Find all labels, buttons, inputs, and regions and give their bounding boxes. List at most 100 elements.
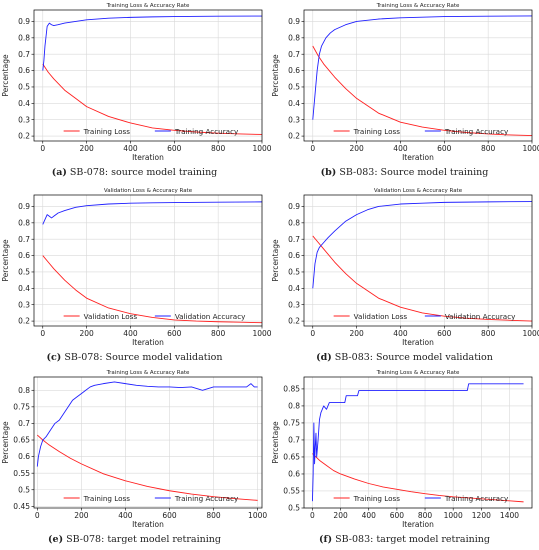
caption-d: (d) SB-083: Source model validation [316,352,493,363]
x-tick-label-1: 200 [79,329,94,338]
x-tick-label-0: 0 [40,144,45,153]
series-line-accuracy [311,383,524,502]
y-axis-label: Percentage [1,239,10,282]
legend-label-loss: Training Loss [353,494,401,503]
x-tick-label-0: 0 [310,144,315,153]
series-line-loss [42,255,263,324]
y-tick-label-4: 0.65 [13,436,30,445]
y-tick-label-4: 0.7 [288,436,300,445]
y-tick-label-7: 0.85 [283,385,300,394]
legend-label-loss: Validation Loss [84,312,138,321]
y-tick-label-0: 0.2 [18,132,30,141]
y-tick-label-3: 0.5 [288,83,300,92]
caption-f: (f) SB-083: target model retraining [319,534,490,545]
y-axis-label: Percentage [1,421,10,464]
y-tick-label-0: 0.2 [288,317,300,326]
x-tick-label-1: 200 [333,511,348,520]
x-tick-label-5: 1000 [252,144,271,153]
chart-title: Training Loss & Accuracy Rate [106,370,190,376]
x-tick-label-2: 400 [118,511,133,520]
plot-frame [33,9,263,142]
plot-frame [33,194,263,327]
x-tick-label-1: 200 [349,329,364,338]
chart-title: Validation Loss & Accuracy Rate [104,188,193,194]
y-tick-label-3: 0.6 [18,452,30,461]
series-line-accuracy [312,201,533,289]
x-tick-label-3: 600 [437,329,452,338]
x-tick-label-5: 1000 [252,329,271,338]
y-tick-label-2: 0.55 [13,469,30,478]
y-tick-label-2: 0.4 [18,284,30,293]
y-tick-label-5: 0.7 [288,235,300,244]
y-tick-label-1: 0.3 [288,300,300,309]
chart-e: Training Loss & Accuracy Rate 0.45 0.5 0.55… [1,370,267,529]
y-tick-label-4: 0.6 [288,251,300,260]
y-tick-label-3: 0.65 [283,453,300,462]
chart-title: Training Loss & Accuracy Rate [376,370,460,376]
y-tick-label-4: 0.6 [18,251,30,260]
y-tick-label-6: 0.75 [13,402,30,411]
y-axis-label: Percentage [1,54,10,97]
x-tick-label-3: 600 [437,144,452,153]
legend-label-accuracy: Training Accuracy [174,494,239,503]
chart-title: Validation Loss & Accuracy Rate [374,188,463,194]
x-tick-label-4: 800 [211,144,226,153]
chart-panel-d: Validation Loss & Accuracy Rate 0.2 0.3 0.4… [270,185,539,368]
y-tick-label-3: 0.5 [288,268,300,277]
y-tick-label-1: 0.55 [283,487,300,496]
y-tick-label-6: 0.8 [288,402,300,411]
x-tick-label-2: 400 [393,329,408,338]
y-tick-label-0: 0.5 [288,504,300,513]
legend-label-accuracy: Validation Accuracy [445,312,516,321]
x-tick-label-4: 800 [206,511,221,520]
y-tick-label-1: 0.3 [288,115,300,124]
plot-frame [303,194,533,327]
x-tick-label-3: 600 [167,144,182,153]
chart-f: Training Loss & Accuracy Rate 0.5 0.55 0.6 0… [271,370,533,529]
caption-e: (e) SB-078: target model retraining [48,534,221,545]
legend-label-accuracy: Validation Accuracy [175,312,246,321]
chart-panel-e: Training Loss & Accuracy Rate 0.45 0.5 0.55… [0,367,269,550]
legend-label-accuracy: Training Accuracy [444,494,509,503]
chart-d: Validation Loss & Accuracy Rate 0.2 0.3 0.4… [271,188,539,347]
y-tick-label-2: 0.4 [18,99,30,108]
y-tick-label-6: 0.8 [288,33,300,42]
chart-panel-a: Training Loss & Accuracy Rate 0.2 0.3 0.4 0.… [0,0,272,183]
chart-c: Validation Loss & Accuracy Rate 0.2 0.3 0.4… [1,188,272,347]
x-tick-label-6: 1200 [472,511,491,520]
series-line-loss [312,235,533,322]
x-tick-label-2: 400 [123,329,138,338]
y-axis-label: Percentage [271,54,280,97]
y-tick-label-4: 0.6 [18,66,30,75]
x-tick-label-4: 800 [211,329,226,338]
chart-title: Training Loss & Accuracy Rate [376,3,460,9]
x-tick-label-4: 800 [481,144,496,153]
y-tick-label-5: 0.7 [18,419,30,428]
x-tick-label-1: 200 [79,144,94,153]
x-axis-label: Iteration [402,153,434,162]
x-tick-label-3: 600 [162,511,177,520]
x-tick-label-5: 1000 [248,511,267,520]
x-tick-label-2: 400 [393,144,408,153]
series-line-loss [36,434,258,501]
chart-panel-c: Validation Loss & Accuracy Rate 0.2 0.3 0.4… [0,185,272,368]
x-axis-label: Iteration [402,338,434,347]
x-tick-label-2: 400 [123,144,138,153]
chart-a: Training Loss & Accuracy Rate 0.2 0.3 0.4 0.… [1,3,272,162]
chart-panel-f: Training Loss & Accuracy Rate 0.5 0.55 0.6 0… [270,367,539,550]
series-line-loss [312,45,533,137]
legend-label-loss: Training Loss [83,494,131,503]
y-tick-label-0: 0.45 [13,502,30,511]
chart-panel-b: Training Loss & Accuracy Rate 0.2 0.3 0.4 0.… [270,0,539,183]
x-axis-label: Iteration [132,153,164,162]
plot-frame [33,376,263,509]
y-axis-label: Percentage [271,421,280,464]
plot-frame [303,376,533,509]
x-tick-label-5: 1000 [522,144,539,153]
y-tick-label-1: 0.3 [18,300,30,309]
x-tick-label-3: 600 [390,511,405,520]
y-tick-label-3: 0.5 [18,83,30,92]
legend-label-loss: Validation Loss [354,312,408,321]
series-line-accuracy [42,15,263,71]
caption-a: (a) SB-078: source model training [51,167,218,178]
